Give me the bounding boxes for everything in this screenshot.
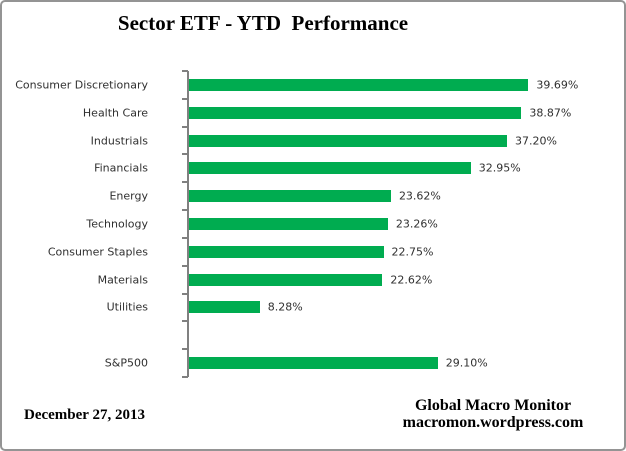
value-label: 8.28% [267,300,303,314]
plot-area: Consumer Discretionary 39.69% Health Care 3… [2,70,624,378]
brand-url: macromon.wordpress.com [402,414,584,431]
axis-tick [182,293,188,295]
category-label: Financials [94,161,148,175]
bar [189,245,384,258]
bar [189,301,260,314]
axis-tick [182,209,188,211]
category-label: Industrials [90,134,148,148]
category-label: Health Care [82,106,148,120]
brand-name: Global Macro Monitor [414,397,572,414]
axis-tick [182,348,188,350]
chart-row: Industrials 37.20% [2,127,624,155]
value-label: 23.62% [398,189,441,203]
bar [189,190,391,203]
chart-row: Consumer Discretionary 39.69% [2,71,624,99]
category-label: Energy [109,189,148,203]
bar [189,357,438,370]
value-label: 39.69% [536,78,579,92]
category-label: Materials [97,273,148,287]
axis-tick [182,376,188,378]
value-label: 38.87% [529,106,572,120]
chart-row: Health Care 38.87% [2,99,624,127]
chart-title: Sector ETF - YTD Performance [117,11,409,35]
value-label: 37.20% [515,134,557,148]
bar [189,273,383,286]
axis-tick [182,153,188,155]
bar [189,162,471,175]
footer-date: December 27, 2013 [24,407,145,423]
chart-row: Energy 23.62% [2,182,624,210]
axis-tick [182,181,188,183]
chart-row: S&P500 29.10% [2,349,624,377]
bar [189,78,529,91]
axis-tick [182,98,188,100]
axis-tick [182,265,188,267]
value-label: 22.75% [391,245,434,259]
chart-row: Financials 32.95% [2,154,624,182]
category-label: Consumer Staples [47,245,148,259]
bar [189,134,508,147]
category-label: Utilities [106,300,148,314]
chart-row [2,321,624,349]
chart-row: Technology 23.26% [2,210,624,238]
value-label: 29.10% [445,356,488,370]
axis-tick [182,320,188,322]
footer-brand: Global Macro Monitor macromon.wordpress.… [370,397,616,431]
value-label: 32.95% [478,161,521,175]
chart-row: Utilities 8.28% [2,294,624,322]
category-label: Technology [86,217,148,231]
value-label: 22.62% [390,273,433,287]
axis-tick [182,237,188,239]
chart-row: Materials 22.62% [2,266,624,294]
axis-tick [182,126,188,128]
bar [189,106,522,119]
axis-tick [182,70,188,72]
chart-row: Consumer Staples 22.75% [2,238,624,266]
category-label: S&P500 [104,356,148,370]
bar [189,217,388,230]
value-label: 23.26% [395,217,438,231]
y-axis-line [187,71,189,377]
category-label: Consumer Discretionary [15,78,148,92]
